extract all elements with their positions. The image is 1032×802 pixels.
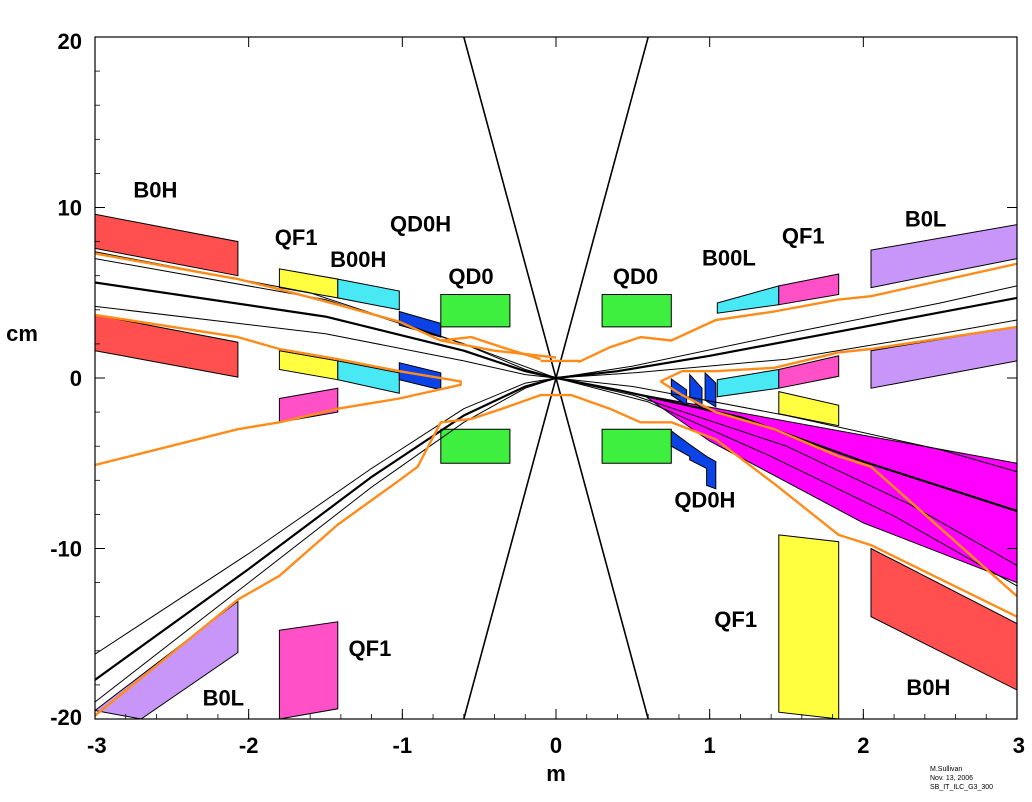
beam-pipe-3 bbox=[540, 262, 1017, 363]
beam-pipe-2 bbox=[95, 393, 1017, 717]
magnet-label-qd0h: QD0H bbox=[390, 211, 451, 236]
beam-pipe-4 bbox=[659, 325, 1017, 383]
magnet-b0l-19 bbox=[870, 224, 1017, 289]
credit-block: M.Sullivan Nov. 13, 2006 SB_IT_ILC_G3_30… bbox=[930, 766, 993, 791]
credit-author: M.Sullivan bbox=[930, 766, 962, 773]
beam-line-7 bbox=[555, 377, 1017, 587]
x-tick-label: -2 bbox=[239, 733, 259, 758]
y-axis-label: cm bbox=[6, 321, 38, 346]
magnet-qd0-9 bbox=[440, 294, 511, 328]
beam-pipe-0 bbox=[95, 252, 557, 359]
x-axis-label: m bbox=[546, 761, 566, 786]
magnet-label-qd0: QD0 bbox=[613, 264, 658, 289]
beam-line-1 bbox=[95, 296, 1017, 681]
x-tick-label: 3 bbox=[1013, 733, 1025, 758]
magnet-label-qf1: QF1 bbox=[349, 636, 392, 661]
magnet-label-b0h: B0H bbox=[906, 675, 950, 700]
y-tick-label: 10 bbox=[58, 196, 82, 221]
beam-line-5 bbox=[95, 319, 1017, 703]
magnet-b0l-23 bbox=[95, 600, 239, 719]
magnet-label-b00h: B00H bbox=[330, 247, 386, 272]
magnet-label-b0h: B0H bbox=[133, 177, 177, 202]
magnet-b00h-6 bbox=[337, 360, 400, 394]
magnet-qf1-4 bbox=[278, 387, 339, 423]
beam-pipe-5 bbox=[659, 380, 1017, 598]
magnet-label-b00l: B00L bbox=[702, 245, 756, 270]
x-tick-label: 1 bbox=[704, 733, 716, 758]
magnet-b0h-1 bbox=[95, 314, 239, 378]
magnet-qf1-15 bbox=[778, 273, 840, 306]
magnet-qd0-10 bbox=[440, 428, 511, 464]
magnet-qf1-18 bbox=[778, 534, 840, 719]
x-tick-label: -1 bbox=[393, 733, 413, 758]
magnet-b00h-5 bbox=[337, 278, 400, 311]
magnet-label-qf1: QF1 bbox=[714, 607, 757, 632]
magnet-qd0-12 bbox=[601, 428, 672, 464]
credit-date: Nov. 13, 2006 bbox=[930, 775, 973, 782]
magnet-qf1-22 bbox=[278, 621, 339, 719]
magnet-label-b0l: B0L bbox=[905, 206, 947, 231]
y-tick-label: 20 bbox=[58, 29, 82, 54]
magnet-label-qf1: QF1 bbox=[275, 225, 318, 250]
y-tick-label: -10 bbox=[50, 537, 82, 562]
magnet-label-qf1: QF1 bbox=[782, 223, 825, 248]
x-tick-label: 2 bbox=[857, 733, 869, 758]
magnet-label-b0l: B0L bbox=[203, 685, 245, 710]
beam-pipe-1 bbox=[95, 313, 462, 467]
x-tick-label: -3 bbox=[87, 733, 107, 758]
magnet-qf1-16 bbox=[778, 355, 840, 389]
magnet-qd0h-27 bbox=[670, 429, 717, 490]
x-tick-label: 0 bbox=[550, 733, 562, 758]
y-tick-label: -20 bbox=[50, 705, 82, 730]
magnet-b0h-0 bbox=[95, 213, 239, 277]
magnet-label-qd0: QD0 bbox=[448, 264, 493, 289]
beam-pipe-6 bbox=[440, 335, 541, 361]
magnet-label-qd0h: QD0H bbox=[674, 488, 735, 513]
magnet-qd0-11 bbox=[601, 294, 672, 328]
credit-id: SB_IT_ILC_G3_300 bbox=[930, 784, 993, 791]
magnet-qd0h-26 bbox=[704, 371, 717, 408]
magnet-qf1-17 bbox=[778, 390, 840, 427]
beam-line-4 bbox=[95, 285, 1017, 655]
y-tick-label: 0 bbox=[70, 366, 82, 391]
magnet-b0h-21 bbox=[870, 547, 1017, 691]
